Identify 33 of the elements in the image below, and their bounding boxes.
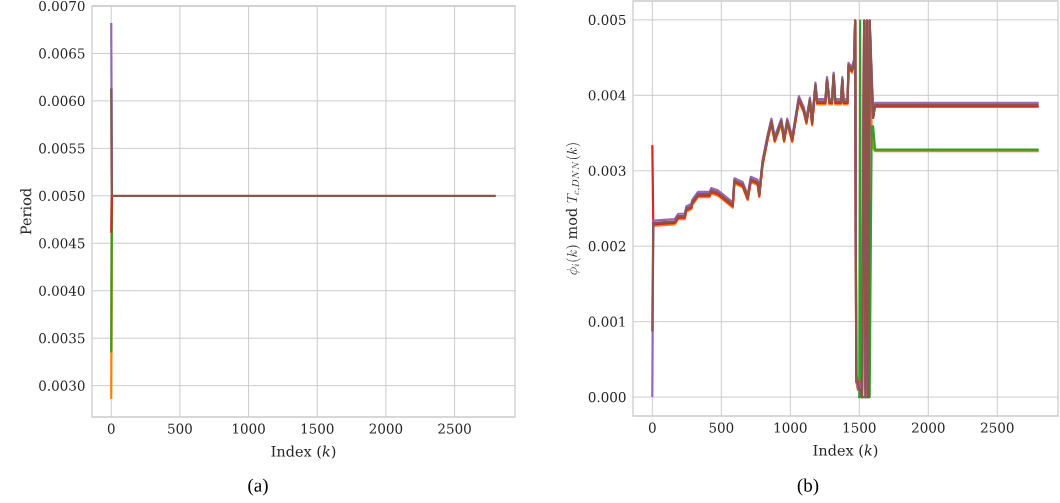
y-tick-label: 0.0045 (39, 238, 85, 249)
x-tick-label: 500 (168, 423, 192, 434)
y-tick-label: 0.002 (588, 241, 626, 252)
y-tick-label: 0.004 (588, 90, 626, 101)
y-axis-title: $\phi_i(k)\ \mathrm{mod}\ T_{c,DNN}(k)$ (565, 143, 581, 275)
x-tick-label: 1000 (774, 422, 807, 433)
y-tick-label: 0.0030 (39, 380, 85, 391)
x-axis-title: Index (k) (271, 445, 336, 459)
x-tick-label: 1500 (843, 422, 876, 433)
y-tick-label: 0.000 (588, 392, 626, 403)
y-tick-label: 0.001 (588, 316, 625, 327)
x-tick-label: 0 (648, 422, 656, 433)
y-tick-label: 0.0050 (39, 190, 85, 201)
x-tick-label: 0 (107, 423, 115, 434)
y-tick-label: 0.003 (588, 165, 626, 176)
x-tick-label: 500 (709, 422, 734, 433)
x-tick-label: 2000 (369, 423, 403, 434)
y-tick-label: 0.005 (588, 14, 626, 25)
y-axis-title: Period (20, 188, 32, 235)
x-tick-label: 1000 (233, 423, 265, 434)
y-tick-label: 0.0040 (39, 285, 85, 296)
text: (a) (248, 478, 268, 496)
x-tick-label: 2000 (912, 422, 945, 433)
text: (b) (797, 478, 819, 496)
y-tick-label: 0.0055 (39, 143, 85, 154)
x-tick-label: 2500 (438, 423, 471, 434)
y-tick-label: 0.0035 (39, 333, 85, 344)
y-tick-label: 0.0060 (39, 95, 85, 107)
y-tick-label: 0.0070 (39, 0, 85, 12)
x-tick-label: 2500 (981, 422, 1014, 433)
x-axis-title: Index (k) (813, 444, 878, 458)
y-tick-label: 0.0065 (39, 48, 85, 59)
x-tick-label: 1500 (301, 423, 334, 434)
